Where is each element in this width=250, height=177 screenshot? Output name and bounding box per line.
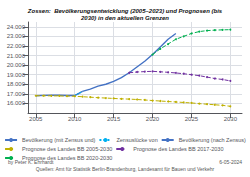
svg-text:Zossen: Bevölkerungsentwicklu: Zossen: Bevölkerungsentwicklung (2005–20…	[27, 8, 223, 14]
svg-text:Bevölkerung (nach Zensus): Bevölkerung (nach Zensus)	[179, 137, 246, 143]
svg-text:6-05-2024: 6-05-2024	[219, 159, 242, 165]
svg-text:Zensuslücke von: Zensuslücke von	[116, 137, 157, 143]
svg-text:Prognose des Landes BB 2005-20: Prognose des Landes BB 2005-2030	[22, 146, 112, 152]
svg-text:21.000: 21.000	[7, 53, 26, 59]
svg-text:Quellen: Amt für Statistik Ber: Quellen: Amt für Statistik Berlin-Brande…	[36, 166, 215, 172]
svg-text:20.000: 20.000	[7, 62, 26, 68]
svg-text:by Peter K. Ehrhardt: by Peter K. Ehrhardt	[8, 159, 54, 165]
svg-text:2020: 2020	[146, 116, 160, 122]
svg-text:2015: 2015	[107, 116, 121, 122]
svg-text:18.000: 18.000	[7, 81, 26, 87]
svg-text:22.000: 22.000	[7, 43, 26, 49]
svg-text:17.000: 17.000	[7, 91, 26, 97]
svg-text:2010: 2010	[68, 116, 82, 122]
svg-text:19.000: 19.000	[7, 72, 26, 78]
svg-text:2005: 2005	[29, 116, 43, 122]
svg-text:2030: 2030	[224, 116, 238, 122]
svg-text:24.000: 24.000	[7, 24, 26, 30]
svg-text:23.000: 23.000	[7, 33, 26, 39]
svg-text:Prognose des Landes BB 2017-20: Prognose des Landes BB 2017-2030	[133, 146, 223, 152]
svg-text:16.000: 16.000	[7, 100, 26, 106]
svg-text:2030) in den aktuellen Grenzen: 2030) in den aktuellen Grenzen	[80, 15, 169, 21]
svg-text:2025: 2025	[185, 116, 199, 122]
svg-text:Prognose des Landes BB 2020-20: Prognose des Landes BB 2020-2030	[22, 155, 113, 161]
svg-text:Bevölkerung (mit Zensus und): Bevölkerung (mit Zensus und)	[22, 137, 96, 143]
